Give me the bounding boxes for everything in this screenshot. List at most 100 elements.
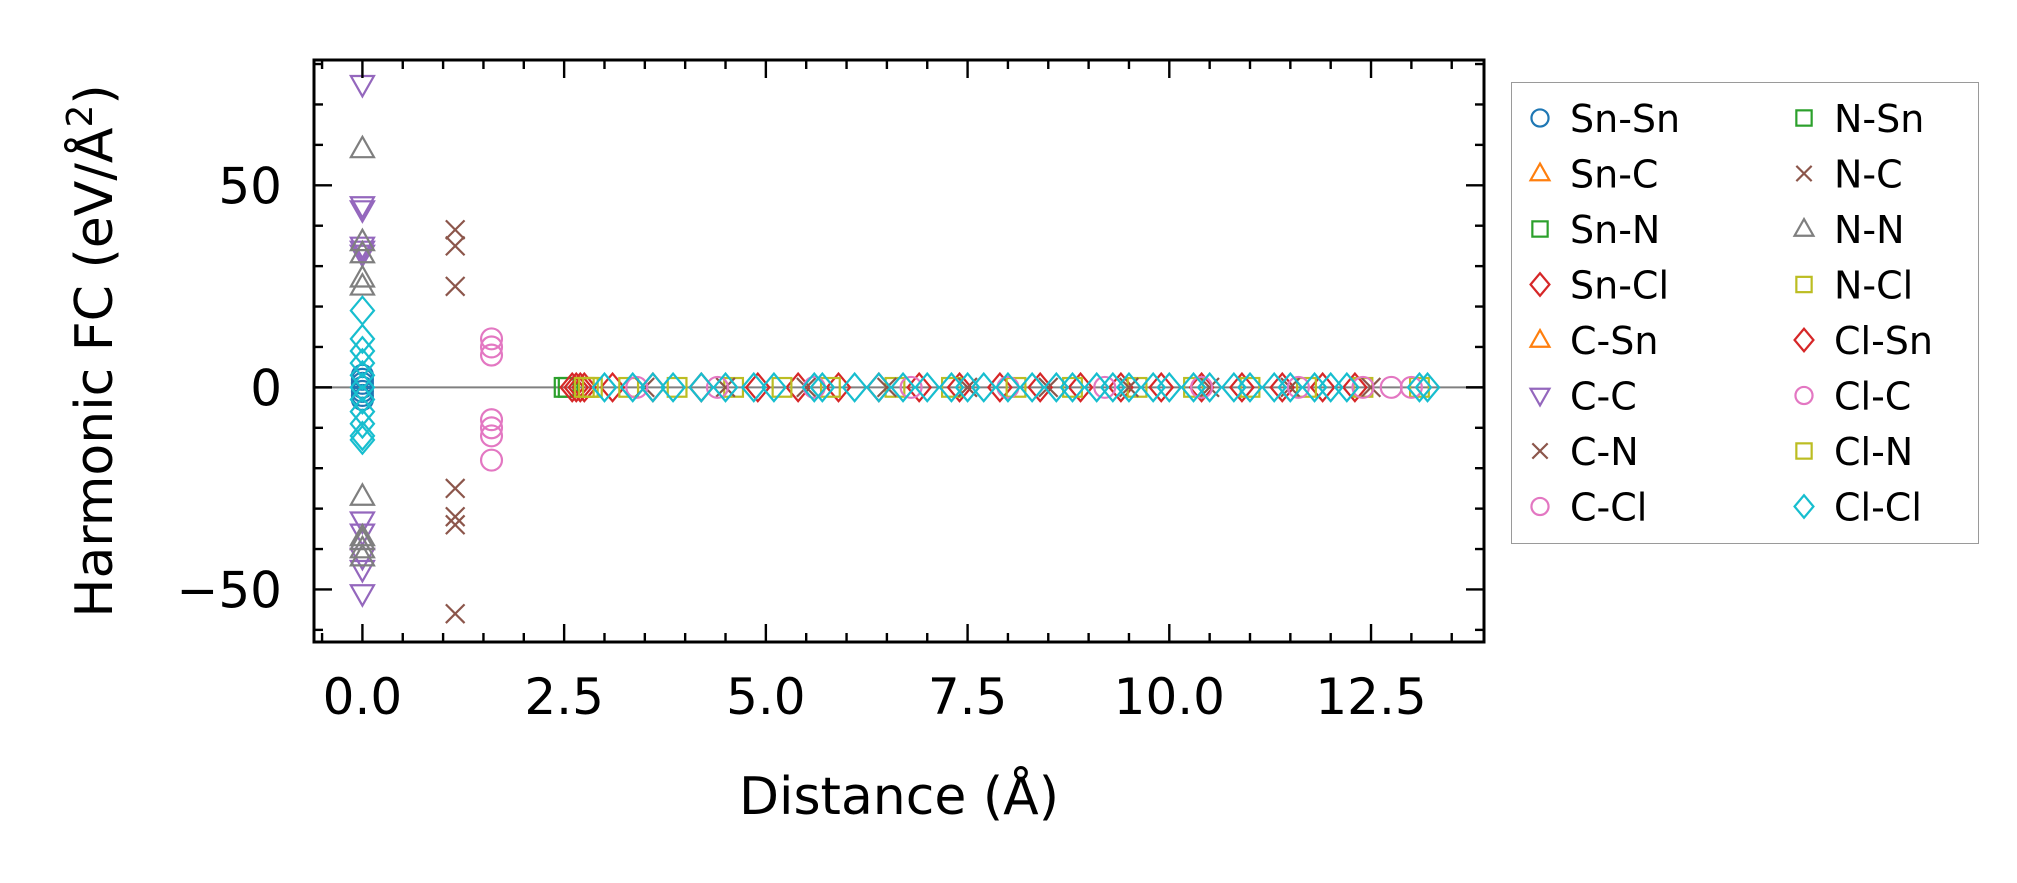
y-tick-label: −50 <box>176 561 282 619</box>
data-point-n-cl <box>1239 376 1261 398</box>
data-point-n-n <box>348 263 376 288</box>
data-point-n-n <box>348 239 376 264</box>
data-point-cl-cl <box>688 371 715 403</box>
legend-marker-c-cl <box>1530 496 1550 517</box>
data-point-cl-cl <box>801 371 828 403</box>
data-point-cl-cl <box>994 371 1021 403</box>
data-point-sn-cl <box>946 371 973 403</box>
data-point-n-n <box>348 134 376 159</box>
legend-label-sn-n: Sn-N <box>1570 208 1660 252</box>
data-point-cl-c <box>705 375 729 399</box>
data-point-cl-cl <box>865 371 892 403</box>
data-point-sn-cl <box>1148 371 1175 403</box>
data-point-cl-cl <box>914 371 941 403</box>
data-point-c-n <box>445 276 466 297</box>
x-tick-label: 12.5 <box>1315 668 1426 726</box>
data-point-n-cl <box>1296 376 1317 398</box>
data-point-c-cl <box>479 448 504 472</box>
legend-label-n-cl: N-Cl <box>1834 264 1913 308</box>
data-point-n-cl <box>819 376 841 398</box>
data-point-cl-cl <box>1156 371 1183 403</box>
data-point-cl-cl <box>712 371 739 403</box>
data-point-cl-cl <box>1406 371 1433 403</box>
data-point-sn-cl <box>1228 371 1255 403</box>
x-axis-label: Distance (Å) <box>739 765 1059 827</box>
data-point-n-c <box>876 377 898 398</box>
legend-marker-sn-sn <box>1530 108 1550 128</box>
data-point-cl-cl <box>1414 371 1441 403</box>
legend-label-cl-cl: Cl-Cl <box>1834 486 1922 530</box>
y-axis-label-close: ) <box>65 84 125 104</box>
data-point-cl-cl <box>1237 371 1263 403</box>
data-point-sn-cl <box>571 371 598 403</box>
data-point-c-n <box>445 514 466 535</box>
data-point-c-n <box>445 235 466 257</box>
y-axis-label-superscript: 2 <box>60 105 101 128</box>
data-point-c-c <box>348 236 376 261</box>
y-tick-label: 50 <box>218 157 282 215</box>
legend-marker-c-n <box>1531 442 1549 460</box>
data-point-c-c <box>348 559 376 584</box>
x-tick-label: 5.0 <box>726 668 806 726</box>
data-point-cl-c <box>1399 375 1423 399</box>
plot-frame <box>312 58 1486 644</box>
data-point-c-c <box>348 511 376 536</box>
data-point-n-cl <box>1408 376 1430 398</box>
x-tick-label: 2.5 <box>524 668 604 726</box>
x-tick-label: 10.0 <box>1114 668 1225 726</box>
data-point-cl-cl <box>890 371 917 403</box>
data-point-cl-cl <box>809 371 836 403</box>
data-point-cl-cl <box>619 371 646 403</box>
data-point-c-n <box>445 506 466 527</box>
data-point-n-n <box>348 227 376 252</box>
legend-label-sn-sn: Sn-Sn <box>1570 97 1680 141</box>
legend-label-c-cl: C-Cl <box>1570 486 1647 530</box>
data-point-cl-cl <box>349 408 376 440</box>
data-point-cl-cl <box>349 384 376 415</box>
legend-label-c-sn: C-Sn <box>1570 319 1658 363</box>
data-point-n-n <box>348 526 376 551</box>
data-point-cl-cl <box>591 371 618 403</box>
data-point-cl-cl <box>349 424 376 456</box>
legend-label-c-c: C-C <box>1570 375 1637 419</box>
data-point-cl-cl <box>760 371 787 403</box>
legend-marker-n-n <box>1792 216 1816 237</box>
data-point-cl-cl <box>639 371 666 403</box>
data-point-cl-cl <box>1196 371 1223 403</box>
legend-label-c-n: C-N <box>1570 430 1639 474</box>
legend-label-cl-c: Cl-C <box>1834 375 1911 419</box>
x-tick-label: 7.5 <box>928 668 1008 726</box>
data-point-cl-cl <box>660 371 687 403</box>
data-point-cl-cl <box>1333 371 1360 403</box>
legend-label-n-sn: N-Sn <box>1834 97 1924 141</box>
data-point-c-c <box>348 196 376 220</box>
data-point-c-cl <box>479 424 504 448</box>
data-point-cl-cl <box>349 335 376 367</box>
data-point-cl-c <box>1190 375 1214 399</box>
data-point-cl-c <box>1286 375 1310 399</box>
data-point-sn-cl <box>1188 371 1215 403</box>
data-point-cl-c <box>899 375 923 399</box>
data-point-c-cl <box>479 408 504 432</box>
y-axis-label-main: Harmonic FC (eV/Å <box>63 127 125 618</box>
tick-labels-layer: 0.0 2.5 5.0 7.5 10.0 12.5 −50 0 50 <box>176 157 1426 726</box>
legend-label-sn-c: Sn-C <box>1570 153 1658 197</box>
legend-marker-n-c <box>1795 165 1813 182</box>
data-point-cl-cl <box>1115 371 1142 403</box>
data-point-n-c <box>796 377 817 398</box>
data-point-n-cl <box>1183 376 1204 398</box>
data-point-n-cl <box>581 376 603 398</box>
data-points-layer <box>348 74 1441 624</box>
data-point-cl-cl <box>1059 371 1086 403</box>
x-tick-label: 0.0 <box>323 668 403 726</box>
data-point-cl-cl <box>970 371 997 403</box>
legend-marker-n-sn <box>1795 109 1813 127</box>
data-point-n-n <box>348 542 376 567</box>
legend-label-cl-n: Cl-N <box>1834 430 1913 474</box>
data-point-cl-cl <box>1277 371 1304 403</box>
legend-marker-n-cl <box>1795 275 1813 294</box>
legend-label-sn-cl: Sn-Cl <box>1570 264 1669 308</box>
legend-marker-cl-cl <box>1793 493 1815 520</box>
data-point-sn-cl <box>567 371 594 403</box>
